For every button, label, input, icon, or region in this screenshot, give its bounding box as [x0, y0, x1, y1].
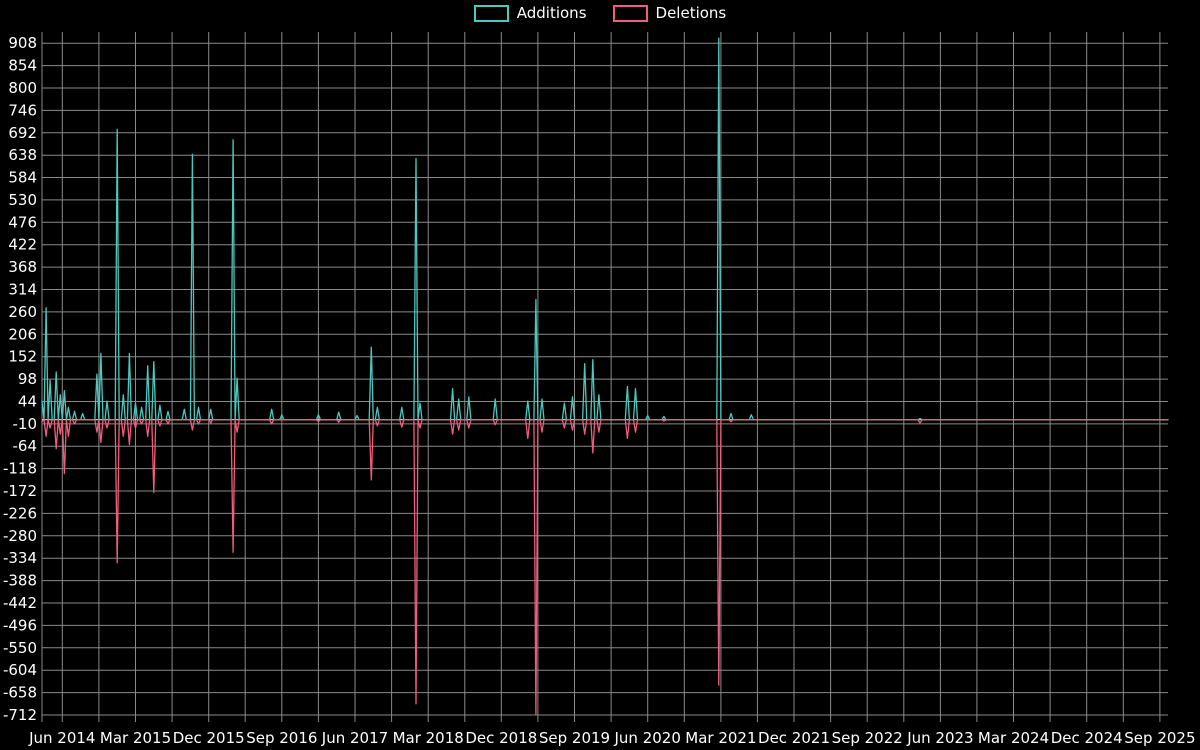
deletions-swatch-icon — [612, 5, 648, 22]
x-tick-label: Mar 2015 — [100, 729, 171, 747]
y-tick-label: 44 — [18, 393, 37, 411]
x-tick-label: Jun 2020 — [614, 729, 681, 747]
y-tick-label: -658 — [3, 684, 37, 702]
y-tick-label: 314 — [8, 281, 37, 299]
y-tick-label: 746 — [8, 101, 37, 119]
x-tick-label: Sep 2016 — [246, 729, 317, 747]
y-tick-label: -496 — [3, 616, 37, 634]
legend-label-deletions: Deletions — [655, 4, 727, 22]
y-tick-label: 422 — [8, 236, 37, 254]
x-tick-label: Mar 2024 — [978, 729, 1049, 747]
y-tick-label: -388 — [3, 572, 37, 590]
x-tick-label: Jun 2023 — [906, 729, 973, 747]
y-tick-label: 854 — [8, 57, 37, 75]
y-tick-label: 152 — [8, 348, 37, 366]
y-tick-label: -550 — [3, 639, 37, 657]
legend-item-additions[interactable]: Additions — [473, 4, 587, 22]
y-tick-label: -118 — [3, 460, 37, 478]
y-tick-label: -172 — [3, 482, 37, 500]
x-tick-label: Dec 2024 — [1051, 729, 1123, 747]
x-tick-label: Mar 2018 — [393, 729, 464, 747]
x-tick-label: Jun 2014 — [28, 729, 95, 747]
additions-swatch-icon — [473, 5, 509, 22]
y-tick-label: -604 — [3, 661, 37, 679]
y-tick-label: 260 — [8, 303, 37, 321]
x-tick-label: Dec 2018 — [465, 729, 537, 747]
y-tick-label: 206 — [8, 325, 37, 343]
y-tick-label: 368 — [8, 258, 37, 276]
y-tick-label: 98 — [18, 370, 37, 388]
y-tick-label: 800 — [8, 79, 37, 97]
y-tick-label: 476 — [8, 213, 37, 231]
y-tick-label: 638 — [8, 146, 37, 164]
chart-legend: Additions Deletions — [0, 5, 1200, 22]
y-tick-label: 692 — [8, 124, 37, 142]
y-tick-label: -442 — [3, 594, 37, 612]
y-tick-label: -280 — [3, 527, 37, 545]
x-tick-label: Dec 2015 — [173, 729, 245, 747]
x-tick-label: Sep 2022 — [832, 729, 903, 747]
y-tick-label: -64 — [13, 437, 38, 455]
y-tick-label: 584 — [8, 169, 37, 187]
deletions-line — [41, 419, 1169, 715]
x-tick-label: Mar 2021 — [685, 729, 756, 747]
legend-label-additions: Additions — [516, 4, 587, 22]
additions-line — [41, 37, 1169, 421]
x-tick-label: Dec 2021 — [758, 729, 830, 747]
y-tick-label: -226 — [3, 504, 37, 522]
y-tick-label: -334 — [3, 549, 37, 567]
legend-item-deletions[interactable]: Deletions — [612, 4, 727, 22]
x-tick-label: Sep 2025 — [1124, 729, 1195, 747]
y-tick-label: 908 — [8, 34, 37, 52]
y-tick-label: -10 — [13, 415, 38, 433]
x-tick-label: Jun 2017 — [321, 729, 388, 747]
y-tick-label: 530 — [8, 191, 37, 209]
x-tick-label: Sep 2019 — [539, 729, 610, 747]
y-tick-label: -712 — [3, 706, 37, 724]
